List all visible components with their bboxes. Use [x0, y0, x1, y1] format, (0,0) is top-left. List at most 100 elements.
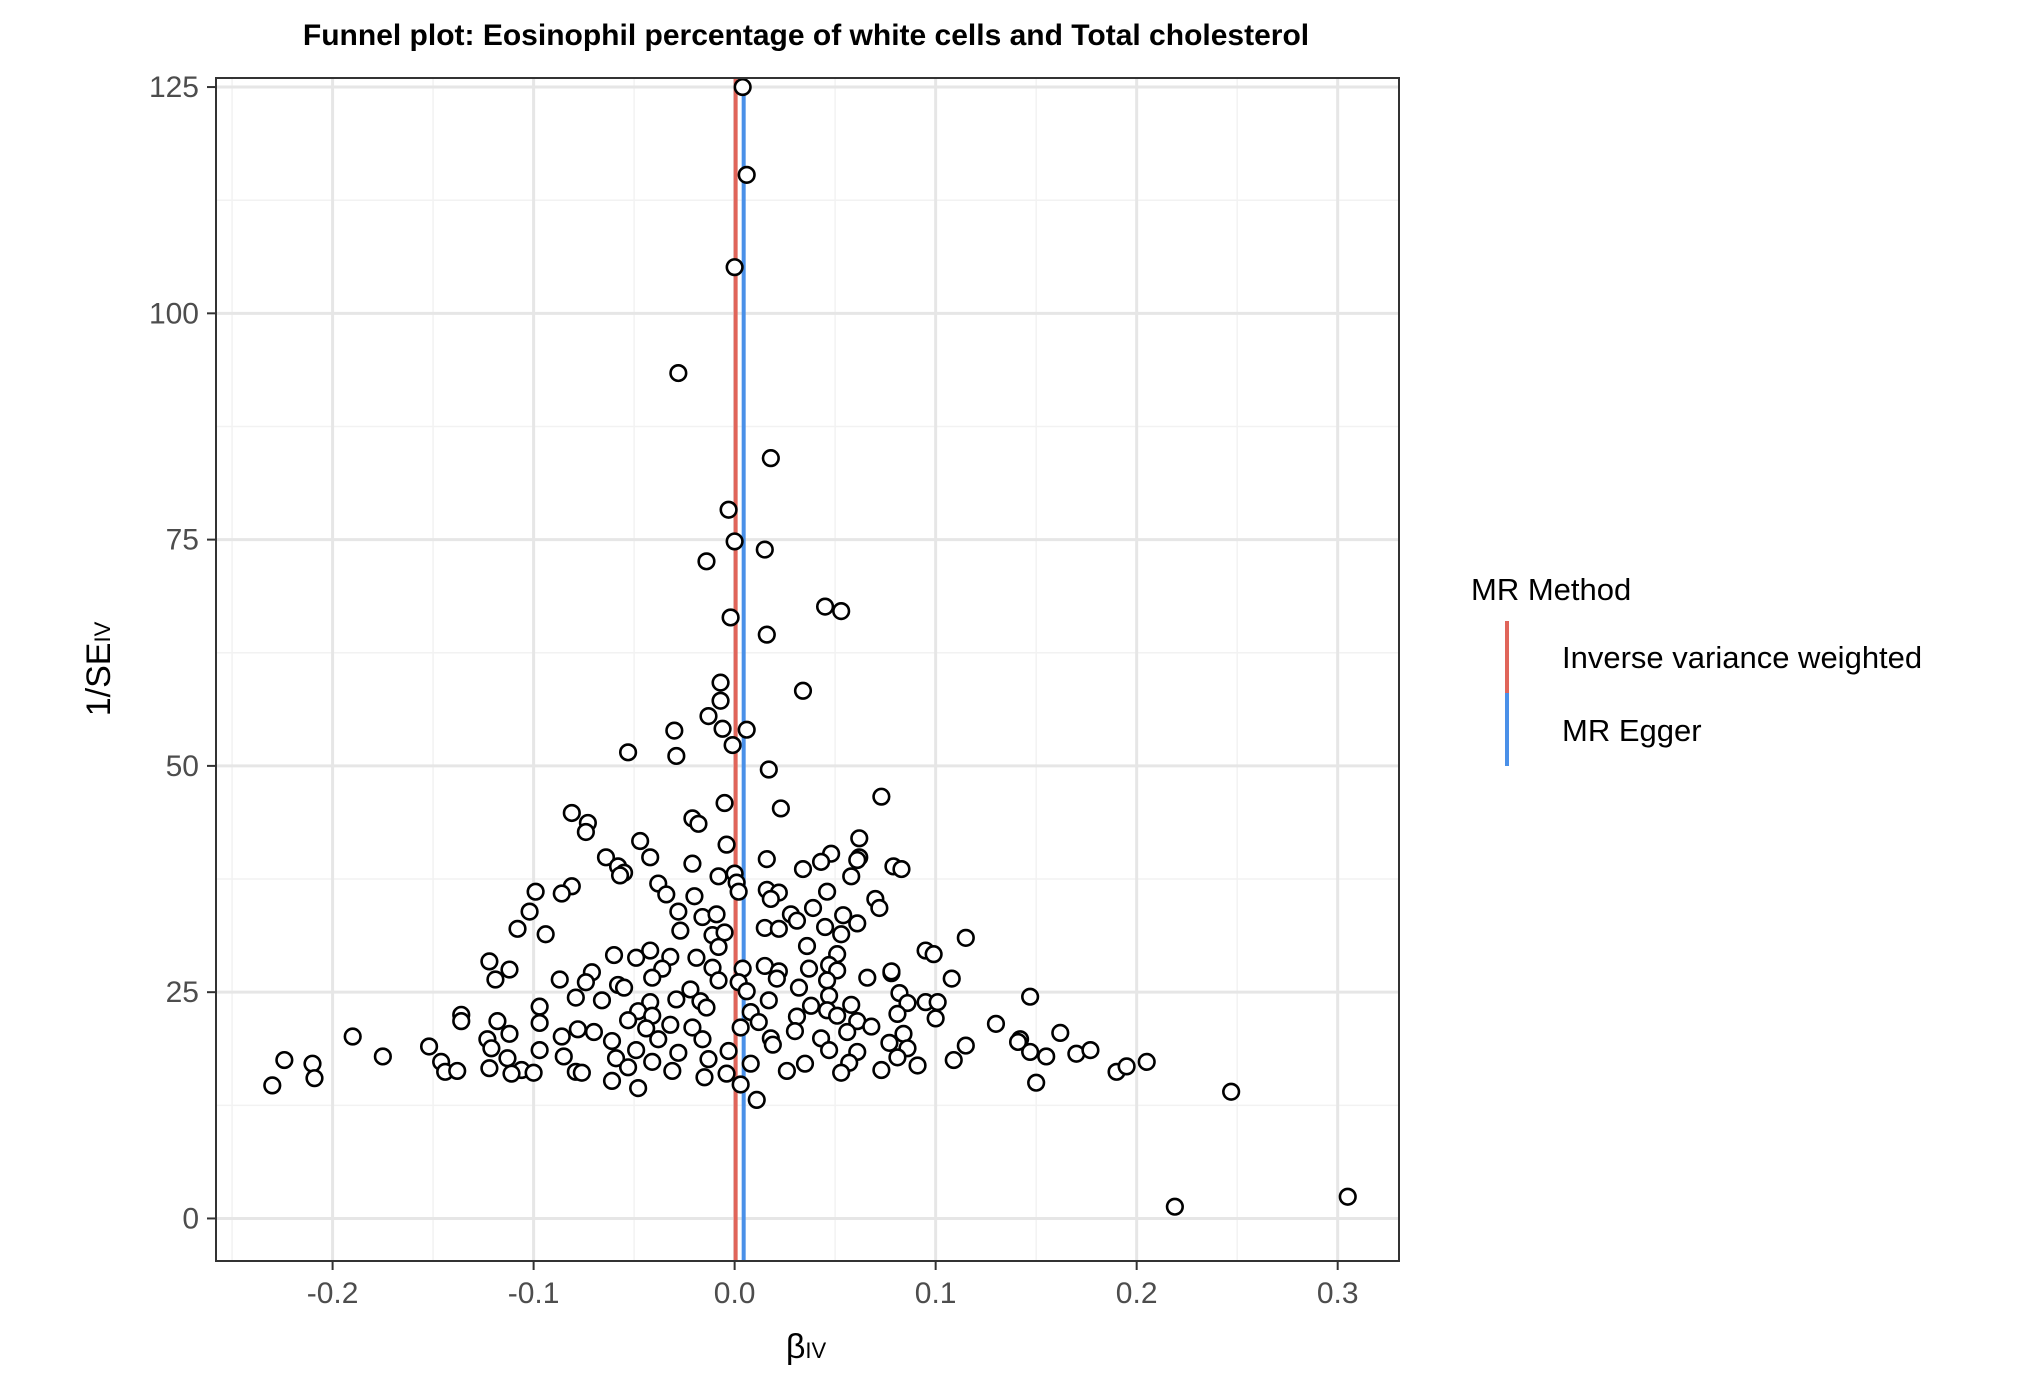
- data-point: [880, 1033, 899, 1052]
- data-point: [737, 165, 756, 184]
- data-point: [924, 945, 943, 964]
- data-point: [820, 986, 839, 1005]
- data-point: [761, 889, 780, 909]
- data-point: [709, 971, 728, 990]
- data-point: [842, 867, 861, 886]
- data-point: [631, 831, 650, 851]
- data-point: [566, 988, 585, 1007]
- x-axis-label-symbol: β: [786, 1328, 806, 1366]
- data-point: [707, 905, 726, 924]
- data-point: [787, 911, 807, 930]
- data-point: [641, 848, 660, 867]
- data-point: [747, 1090, 766, 1109]
- y-axis-label: 1/SEIV: [80, 621, 118, 716]
- data-point: [793, 859, 813, 879]
- data-point: [486, 970, 505, 989]
- data-point: [944, 1050, 963, 1070]
- data-point: [576, 973, 595, 992]
- data-point: [908, 1056, 927, 1075]
- data-point: [711, 691, 730, 710]
- data-point: [757, 850, 776, 869]
- x-tick-label: -0.1: [508, 1277, 560, 1310]
- data-point: [717, 1064, 736, 1083]
- data-point: [303, 1054, 322, 1073]
- data-point: [832, 925, 851, 944]
- data-point: [832, 602, 851, 621]
- y-axis-label-subscript: IV: [90, 621, 115, 642]
- plot-panel: [215, 77, 1400, 1262]
- data-point: [550, 970, 569, 989]
- data-point: [373, 1047, 392, 1066]
- data-point: [761, 449, 780, 468]
- y-tick-label: 125: [149, 71, 199, 104]
- data-point: [721, 608, 740, 627]
- data-point: [797, 936, 817, 956]
- data-point: [602, 1071, 622, 1090]
- data-point: [848, 850, 867, 870]
- data-point: [787, 1007, 807, 1026]
- legend: MR Method Inverse variance weighted MR E…: [1471, 572, 1922, 766]
- data-point: [785, 1021, 805, 1041]
- data-point: [848, 914, 867, 933]
- data-point: [602, 1031, 622, 1051]
- data-point: [956, 928, 975, 947]
- data-point: [305, 1069, 324, 1088]
- data-point: [1338, 1187, 1357, 1206]
- data-point: [689, 814, 708, 833]
- x-axis: -0.2 -0.1 0.0 0.1 0.2 0.3: [307, 1261, 1359, 1310]
- data-point: [610, 866, 630, 885]
- data-point: [683, 854, 702, 873]
- legend-label-mr-egger: MR Egger: [1562, 713, 1702, 748]
- data-point: [763, 1035, 782, 1054]
- data-point: [697, 552, 716, 571]
- data-point: [815, 917, 835, 937]
- data-point: [552, 884, 571, 903]
- data-point: [480, 1059, 499, 1078]
- data-point: [572, 1063, 591, 1082]
- data-point: [723, 735, 742, 755]
- y-tick-label: 0: [182, 1202, 199, 1235]
- data-point: [452, 1012, 471, 1031]
- data-point: [713, 719, 732, 738]
- data-point: [667, 746, 686, 766]
- data-point: [757, 625, 776, 644]
- data-point: [448, 1061, 467, 1081]
- data-point: [530, 1013, 549, 1033]
- data-point: [263, 1076, 282, 1095]
- data-point: [683, 1018, 702, 1037]
- data-point: [482, 1039, 501, 1058]
- x-tick-label: -0.2: [307, 1277, 359, 1310]
- data-point: [576, 822, 595, 842]
- data-point: [524, 1063, 543, 1082]
- data-point: [711, 673, 730, 692]
- data-point: [584, 1022, 604, 1042]
- data-point: [627, 948, 646, 967]
- data-point: [725, 258, 744, 277]
- data-point: [669, 902, 688, 921]
- data-point: [614, 978, 634, 997]
- data-point: [811, 852, 831, 871]
- data-point: [618, 1011, 638, 1030]
- data-point: [838, 1022, 857, 1042]
- data-point: [568, 1020, 587, 1039]
- data-point: [520, 902, 539, 921]
- data-point: [1027, 1073, 1046, 1092]
- data-point: [657, 885, 676, 904]
- data-point: [500, 1024, 519, 1043]
- data-point: [872, 1060, 891, 1080]
- data-point: [733, 77, 752, 97]
- data-point: [669, 1043, 688, 1062]
- data-point: [926, 1009, 945, 1028]
- data-point: [719, 1041, 738, 1061]
- data-point: [834, 906, 853, 925]
- data-point: [795, 1054, 815, 1073]
- data-point: [729, 882, 748, 901]
- data-point: [637, 1019, 656, 1038]
- data-point: [769, 919, 788, 938]
- data-point: [498, 1049, 517, 1068]
- data-point: [731, 1018, 750, 1037]
- data-point: [419, 1037, 439, 1056]
- x-axis-label-subscript: IV: [805, 1338, 826, 1363]
- data-point: [663, 1061, 682, 1081]
- y-axis-label-text: 1/SE: [80, 643, 118, 717]
